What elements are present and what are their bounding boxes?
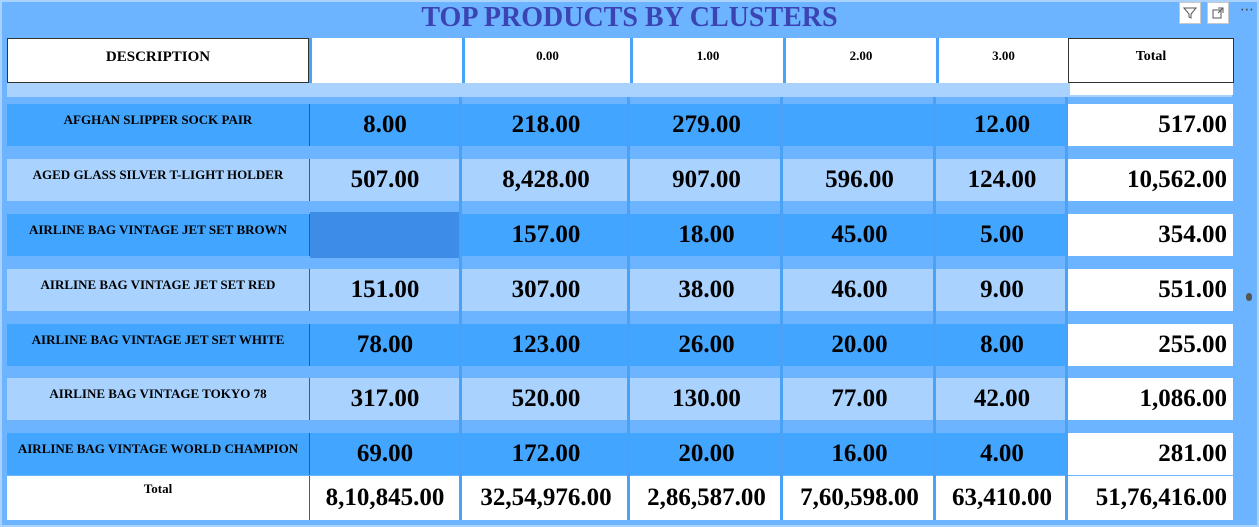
total-cell[interactable]: 2,86,587.00 (647, 484, 766, 511)
value-cell[interactable]: 317.00 (310, 378, 460, 420)
row-total-cell[interactable]: 354.00 (1068, 214, 1233, 256)
column-header-blank[interactable] (309, 38, 462, 83)
value-cell[interactable]: 151.00 (310, 269, 460, 311)
row-description[interactable]: AGED GLASS SILVER T-LIGHT HOLDER (7, 159, 310, 201)
row-total-cell[interactable]: 551.00 (1068, 269, 1233, 311)
row-description[interactable]: AIRLINE BAG VINTAGE JET SET WHITE (7, 324, 310, 366)
value-cell[interactable]: 77.00 (783, 378, 936, 420)
value-cell[interactable]: 507.00 (310, 159, 460, 201)
column-header-description[interactable]: DESCRIPTION (7, 38, 309, 83)
grand-total-cell[interactable]: 51,76,416.00 (1095, 484, 1227, 511)
column-separator (780, 97, 783, 520)
row-total-cell[interactable]: 1,086.00 (1068, 378, 1233, 420)
value-cell[interactable]: 907.00 (630, 159, 783, 201)
value-cell[interactable]: 520.00 (462, 378, 630, 420)
value-cell[interactable]: 46.00 (783, 269, 936, 311)
value-cell[interactable]: 78.00 (310, 324, 460, 366)
row-total-cell[interactable]: 517.00 (1068, 104, 1233, 146)
table-row[interactable]: AGED GLASS SILVER T-LIGHT HOLDER 507.00 8,… (7, 159, 1233, 201)
scrolled-row-strip (7, 83, 1232, 97)
value-cell[interactable]: 20.00 (783, 324, 936, 366)
value-cell[interactable]: 130.00 (630, 378, 783, 420)
table-row[interactable]: AIRLINE BAG VINTAGE JET SET WHITE 78.00 12… (7, 324, 1233, 366)
more-options-icon[interactable]: ⋯ (1240, 2, 1254, 18)
column-separator (459, 97, 462, 520)
total-cell[interactable]: 8,10,845.00 (325, 484, 445, 511)
value-cell[interactable]: 26.00 (630, 324, 783, 366)
column-separator (1065, 97, 1068, 520)
value-cell[interactable]: 218.00 (462, 104, 630, 146)
value-cell[interactable]: 18.00 (630, 214, 783, 256)
total-cell[interactable]: 63,410.00 (952, 484, 1052, 511)
visual-title: TOP PRODUCTS BY CLUSTERS (421, 2, 838, 33)
row-description[interactable]: AIRLINE BAG VINTAGE JET SET BROWN (7, 214, 310, 256)
total-cell[interactable]: 7,60,598.00 (800, 484, 919, 511)
value-cell[interactable]: 8.00 (936, 324, 1068, 366)
table-row[interactable]: AIRLINE BAG VINTAGE WORLD CHAMPION 69.00 1… (7, 433, 1233, 475)
total-label: Total (7, 476, 310, 520)
row-description[interactable]: AFGHAN SLIPPER SOCK PAIR (7, 104, 310, 146)
value-cell[interactable]: 38.00 (630, 269, 783, 311)
value-cell[interactable]: 45.00 (783, 214, 936, 256)
column-header-cluster-3[interactable]: 3.00 (936, 38, 1068, 83)
table-row[interactable]: AFGHAN SLIPPER SOCK PAIR 8.00 218.00 279.00… (7, 104, 1233, 146)
value-cell[interactable]: 5.00 (936, 214, 1068, 256)
row-total-cell[interactable]: 281.00 (1068, 433, 1233, 475)
scrollbar-thumb[interactable] (1246, 293, 1252, 301)
column-header-cluster-1[interactable]: 1.00 (630, 38, 783, 83)
value-cell[interactable]: 12.00 (936, 104, 1068, 146)
row-total-cell[interactable]: 255.00 (1068, 324, 1233, 366)
table-row[interactable]: AIRLINE BAG VINTAGE JET SET BROWN129.001… (7, 214, 1233, 256)
value-cell[interactable]: 124.00 (936, 159, 1068, 201)
value-cell[interactable]: 123.00 (462, 324, 630, 366)
value-cell[interactable]: 42.00 (936, 378, 1068, 420)
table-row[interactable]: AIRLINE BAG VINTAGE JET SET RED 151.00 307… (7, 269, 1233, 311)
value-cell[interactable] (783, 104, 936, 146)
value-cell[interactable]: 16.00 (783, 433, 936, 475)
column-separator (627, 97, 630, 520)
column-header-total[interactable]: Total (1068, 38, 1234, 83)
value-cell[interactable]: 157.00 (462, 214, 630, 256)
focus-mode-icon[interactable] (1207, 2, 1229, 24)
table-row[interactable]: AIRLINE BAG VINTAGE TOKYO 78 317.00 520.00… (7, 378, 1233, 420)
hover-highlight (310, 212, 460, 258)
scrolled-total-strip (1070, 83, 1233, 95)
row-description[interactable]: AIRLINE BAG VINTAGE JET SET RED (7, 269, 310, 311)
value-cell[interactable]: 172.00 (462, 433, 630, 475)
grand-total-row: Total 8,10,845.00 32,54,976.00 2,86,587.… (7, 476, 1233, 520)
column-header-cluster-2[interactable]: 2.00 (783, 38, 936, 83)
row-description[interactable]: AIRLINE BAG VINTAGE WORLD CHAMPION (7, 433, 310, 475)
column-separator (933, 97, 936, 520)
value-cell[interactable]: 8,428.00 (462, 159, 630, 201)
row-total-cell[interactable]: 10,562.00 (1068, 159, 1233, 201)
value-cell[interactable]: 4.00 (936, 433, 1068, 475)
row-description[interactable]: AIRLINE BAG VINTAGE TOKYO 78 (7, 378, 310, 420)
value-cell[interactable]: 279.00 (630, 104, 783, 146)
value-cell[interactable]: 9.00 (936, 269, 1068, 311)
total-cell[interactable]: 32,54,976.00 (480, 484, 612, 511)
column-header-cluster-0[interactable]: 0.00 (462, 38, 630, 83)
value-cell[interactable]: 307.00 (462, 269, 630, 311)
value-cell[interactable]: 20.00 (630, 433, 783, 475)
value-cell[interactable]: 69.00 (310, 433, 460, 475)
value-cell[interactable]: 596.00 (783, 159, 936, 201)
filter-icon[interactable] (1179, 2, 1201, 24)
value-cell[interactable]: 8.00 (310, 104, 460, 146)
